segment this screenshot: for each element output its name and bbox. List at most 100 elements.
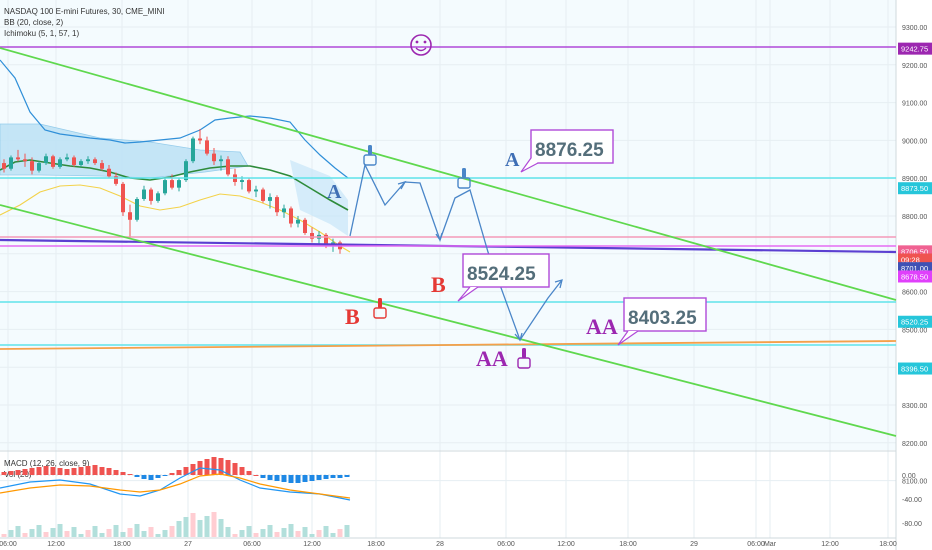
hand-finger <box>462 168 466 178</box>
price-tick-label: 8600.00 <box>902 290 927 297</box>
volume-bar <box>344 525 350 537</box>
candle-body <box>86 159 90 162</box>
channel-lower-line <box>0 204 897 437</box>
price-target-8524: 8524.25 <box>467 264 536 285</box>
hand-finger <box>378 298 382 308</box>
candle-body <box>23 159 27 162</box>
price-tick-label: 8500.00 <box>902 327 927 334</box>
price-tick-label: 8800.00 <box>902 214 927 221</box>
macd-histogram-bar <box>127 474 133 475</box>
price-badge-label: 09:28 <box>901 255 920 264</box>
candle-body <box>93 159 97 164</box>
macd-histogram-bar <box>169 473 175 475</box>
volume-bar <box>43 532 49 537</box>
price-target-8876: 8876.25 <box>535 140 604 161</box>
macd-histogram-bar <box>225 460 231 475</box>
candle-body <box>191 138 195 162</box>
volume-bar <box>323 526 329 537</box>
macd-histogram-bar <box>36 467 42 475</box>
smiley-eye <box>415 40 419 44</box>
candle-body <box>156 193 160 201</box>
volume-bar <box>57 524 63 537</box>
projection-arrowhead <box>397 180 407 190</box>
candle-body <box>79 161 83 165</box>
macd-histogram-bar <box>22 469 28 475</box>
price-tick-label: 8900.00 <box>902 176 927 183</box>
macd-histogram-bar <box>288 475 294 483</box>
macd-histogram-bar <box>162 475 168 476</box>
candle-body <box>44 156 48 164</box>
candle-body <box>2 163 6 169</box>
time-tick-label: 12:00 <box>821 541 839 548</box>
volume-bar <box>260 529 266 537</box>
volume-bar <box>295 531 301 537</box>
macd-histogram-bar <box>71 468 77 475</box>
candle-body <box>177 180 181 188</box>
macd-histogram-bar <box>344 475 350 477</box>
volume-bar <box>134 524 140 537</box>
volume-bar <box>337 529 343 537</box>
macd-histogram-bar <box>274 475 280 481</box>
pointing-hand-icon <box>517 348 531 369</box>
time-tick-label: 18:00 <box>113 541 131 548</box>
macd-histogram-bar <box>260 475 266 478</box>
candle-body <box>65 157 69 160</box>
candle-body <box>100 163 104 169</box>
candle-body <box>135 198 139 220</box>
price-target-8524-box <box>462 253 550 288</box>
annotation-b-label: B <box>431 272 446 297</box>
macd-histogram-bar <box>239 467 245 475</box>
price-badge-label: 8706.50 <box>901 247 928 256</box>
candle-body <box>268 197 272 201</box>
macd-histogram-bar <box>190 464 196 475</box>
annotation-a-label: A <box>505 149 520 171</box>
macd-signal-line <box>0 473 351 499</box>
price-badge-label: 8396.50 <box>901 365 928 374</box>
smiley-mouth <box>415 47 427 52</box>
macd-histogram-bar <box>15 470 21 475</box>
callout-pointer <box>520 157 539 173</box>
macd-histogram-bar <box>141 475 147 479</box>
projection-path <box>349 163 563 342</box>
plot-area <box>0 0 896 450</box>
macd-histogram-bar <box>330 475 336 478</box>
macd-line <box>0 467 351 501</box>
volume-bar <box>232 534 238 537</box>
macd-histogram-bar <box>1 472 7 475</box>
candle-body <box>121 183 125 213</box>
volume-bar <box>330 533 336 537</box>
volume-bar <box>169 526 175 537</box>
price-tick-label: 8200.00 <box>902 441 927 448</box>
volume-bar <box>64 531 70 537</box>
projection-arrowhead <box>554 279 563 289</box>
price-badge <box>898 362 932 375</box>
macd-tick-label: 0.00 <box>902 473 916 480</box>
macd-histogram-bar <box>183 467 189 475</box>
candle-body <box>184 161 188 181</box>
volume-bar <box>36 525 42 537</box>
ichimoku-cloud-right <box>290 160 348 236</box>
indicator-legend: NASDAQ 100 E-mini Futures, 30, CME_MINI … <box>4 6 165 39</box>
macd-histogram-bar <box>337 475 343 478</box>
candle-body <box>170 180 174 188</box>
candle-body <box>114 176 118 184</box>
macd-histogram-bar <box>29 468 35 475</box>
macd-histogram-bar <box>78 467 84 475</box>
volume-bar <box>92 526 98 537</box>
time-tick-label: 27 <box>184 541 192 548</box>
volume-bar <box>204 516 210 537</box>
volume-bar <box>120 532 126 537</box>
price-badge-label: 8520.25 <box>901 318 928 327</box>
candle-body <box>303 219 307 234</box>
volume-bar <box>176 521 182 537</box>
candle-body <box>16 157 20 160</box>
volume-bar <box>274 532 280 537</box>
volume-bar <box>71 527 77 537</box>
candle-body <box>198 138 202 141</box>
candle-body <box>128 212 132 220</box>
candle-body <box>163 180 167 194</box>
volume-bar <box>309 534 315 537</box>
callout-pointer <box>457 286 479 302</box>
macd-histogram-bar <box>267 475 273 480</box>
